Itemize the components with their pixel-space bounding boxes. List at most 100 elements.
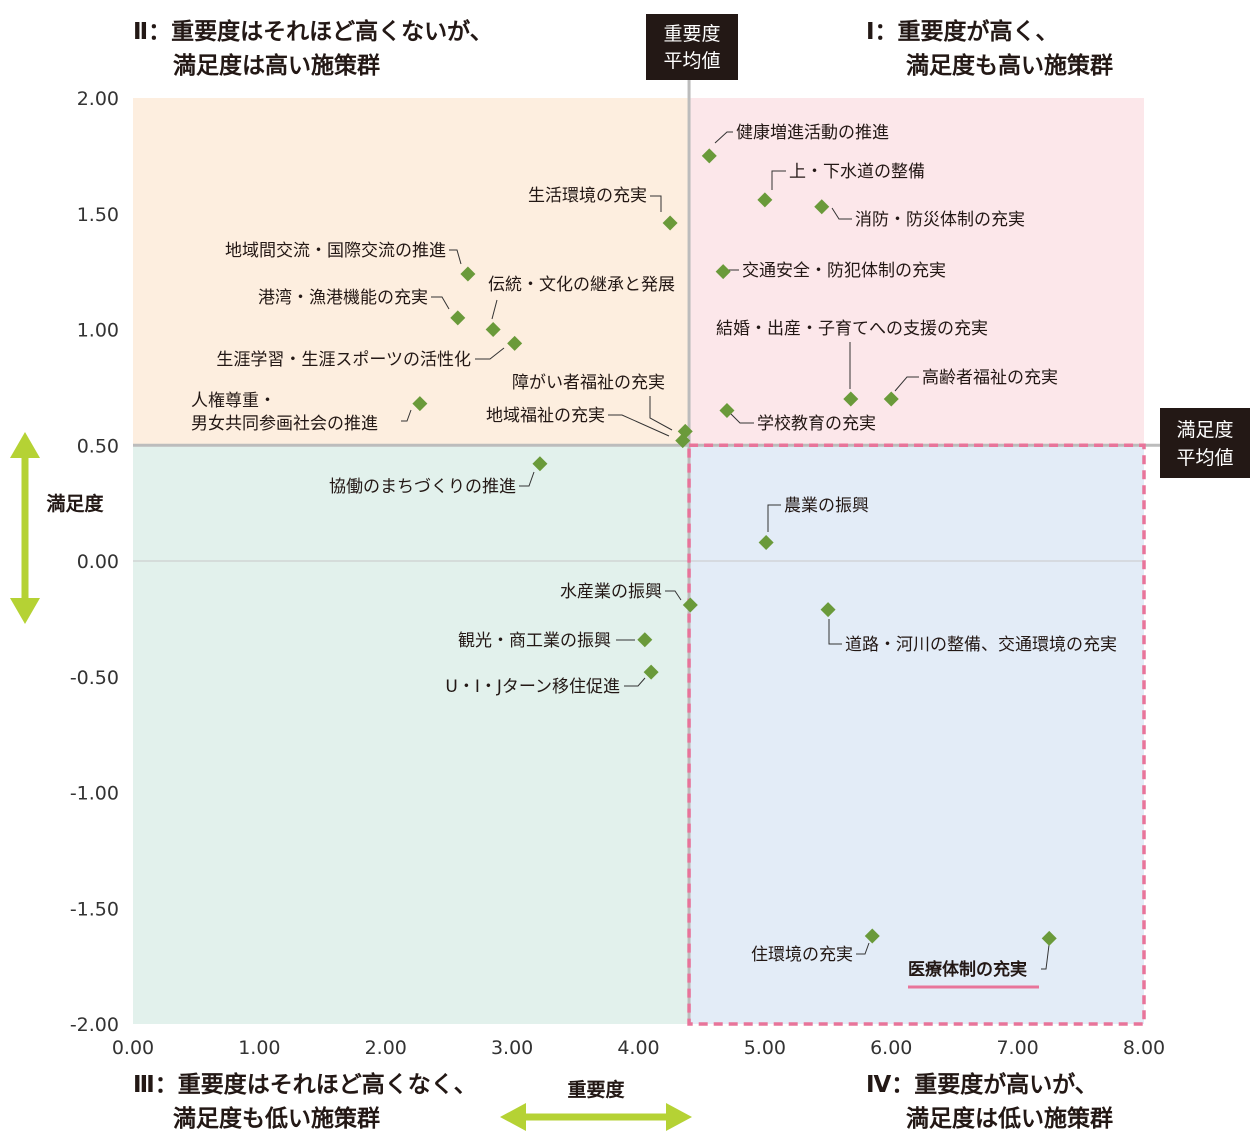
y-axis-arrow-head-up (10, 432, 40, 458)
y-tick-label: -1.00 (70, 783, 119, 805)
quadrant-backgrounds (133, 98, 1144, 1024)
point-label: 道路・河川の整備、交通環境の充実 (845, 635, 1117, 655)
leader-line (1041, 944, 1050, 970)
leader-line (519, 471, 535, 487)
point-label: 健康増進活動の推進 (736, 123, 889, 143)
data-point-marker (757, 192, 773, 208)
y-axis-arrow-head-down (10, 598, 40, 624)
q2-title: Ⅱ：重要度はそれほど高くないが、満足度は高い施策群 (133, 18, 493, 79)
quadrant-title-line: 満足度も高い施策群 (906, 52, 1113, 79)
data-point-marker (532, 456, 548, 472)
x-axis-arrow-head-left (500, 1103, 526, 1131)
x-tick-label: 3.00 (491, 1037, 533, 1059)
leader-line (650, 195, 662, 212)
leader-lines (401, 131, 1050, 970)
data-point-marker (675, 433, 691, 449)
quadrant-title-line: Ⅳ：重要度が高いが、 (866, 1071, 1098, 1098)
data-point-marker (485, 322, 501, 337)
x-tick-label: 2.00 (365, 1037, 407, 1059)
leader-line (608, 414, 670, 437)
point-label: 地域間交流・国際交流の推進 (225, 241, 446, 261)
data-point-marker (412, 396, 428, 412)
point-label: 水産業の振興 (560, 582, 662, 602)
leader-line (475, 347, 505, 360)
leader-line (714, 131, 733, 144)
data-point-marker (507, 335, 523, 351)
y-tick-label: 1.50 (77, 204, 119, 226)
importance-average-label: 重要度 (663, 23, 720, 45)
chart-annotations: Ⅱ：重要度はそれほど高くないが、満足度は高い施策群 Ⅰ：重要度が高く、満足度も高い… (10, 14, 1250, 1132)
quadrant-title-line: Ⅰ：重要度が高く、 (866, 18, 1059, 45)
leader-line (831, 207, 852, 220)
point-label: 医療体制の充実 (908, 959, 1027, 980)
satisfaction-average-label-box (1160, 408, 1250, 478)
y-axis-title: 満足度 (46, 492, 104, 515)
point-label: 伝統・文化の継承と発展 (488, 275, 675, 295)
leader-line (856, 942, 870, 955)
grid-lines (133, 80, 1160, 1026)
quadrant-1-bg (689, 98, 1144, 446)
point-label: 港湾・漁港機能の充実 (258, 288, 428, 308)
quadrant-title-line: 満足度は高い施策群 (173, 52, 380, 79)
point-label: 交通安全・防犯体制の充実 (742, 261, 946, 281)
data-point-marker (637, 632, 653, 648)
data-point-marker (843, 391, 859, 407)
x-tick-label: 6.00 (870, 1037, 912, 1059)
q1-title: Ⅰ：重要度が高く、満足度も高い施策群 (866, 18, 1113, 79)
leader-line (449, 249, 462, 265)
point-label: 生活環境の充実 (528, 186, 647, 206)
data-points (412, 148, 1057, 946)
quadrant-title-line: Ⅱ：重要度はそれほど高くないが、 (133, 18, 493, 45)
x-axis-title: 重要度 (567, 1078, 625, 1101)
x-tick-label: 1.00 (238, 1037, 280, 1059)
data-point-marker (460, 266, 476, 282)
axis-tick-labels: 2.00 1.50 1.00 0.50 0.00 -0.50 -1.00 -1.50 -2.00… (70, 88, 1165, 1059)
leader-line (649, 396, 673, 431)
x-tick-label: 8.00 (1123, 1037, 1165, 1059)
quadrant-title-line: 満足度も低い施策群 (173, 1105, 380, 1132)
point-label: 結婚・出産・子育てへの支援の充実 (716, 319, 988, 339)
quadrant-3-bg (133, 445, 690, 1024)
leader-line (431, 296, 450, 310)
y-tick-label: 0.00 (77, 551, 119, 573)
point-label: 消防・防災体制の充実 (855, 210, 1025, 230)
leader-line (401, 409, 412, 422)
data-point-marker (643, 664, 659, 680)
point-label-line: 人権尊重・ (191, 391, 276, 411)
y-tick-label: -0.50 (70, 667, 119, 689)
y-tick-label: -1.50 (70, 898, 119, 920)
data-point-marker (715, 264, 731, 280)
q3-title: Ⅲ：重要度はそれほど高くなく、満足度も低い施策群 (133, 1071, 477, 1132)
leader-line (771, 170, 786, 190)
point-label: 農業の振興 (784, 496, 869, 516)
point-label: 障がい者福祉の充実 (512, 373, 665, 393)
x-tick-label: 4.00 (617, 1037, 659, 1059)
leader-line (729, 412, 754, 424)
importance-average-label-box (646, 14, 738, 80)
leader-line (665, 590, 682, 601)
point-label: 学校教育の充実 (757, 414, 876, 434)
data-point-marker (719, 403, 735, 419)
data-point-marker (883, 391, 899, 407)
quadrant-title-line: Ⅲ：重要度はそれほど高くなく、 (133, 1071, 477, 1098)
q4-title: Ⅳ：重要度が高いが、満足度は低い施策群 (866, 1071, 1113, 1132)
y-tick-label: 0.50 (77, 435, 119, 457)
point-label: 上・下水道の整備 (789, 162, 925, 182)
point-label: 観光・商工業の振興 (458, 631, 611, 651)
x-tick-label: 0.00 (112, 1037, 154, 1059)
leader-line (828, 619, 842, 645)
quadrant-4-highlight-box (687, 443, 1146, 1026)
y-tick-label: 1.00 (77, 320, 119, 342)
y-tick-label: -2.00 (70, 1014, 119, 1036)
y-tick-label: 2.00 (77, 88, 119, 110)
point-label: 生涯学習・生涯スポーツの活性化 (216, 350, 471, 370)
data-point-marker (662, 215, 678, 231)
data-point-marker (814, 199, 830, 215)
data-point-marker (864, 928, 880, 944)
point-label: 高齢者福祉の充実 (922, 368, 1058, 388)
point-label: 住環境の充実 (751, 945, 853, 965)
leader-line (624, 677, 646, 687)
point-label: 地域福祉の充実 (486, 406, 605, 426)
point-label: 協働のまちづくりの推進 (329, 477, 516, 497)
